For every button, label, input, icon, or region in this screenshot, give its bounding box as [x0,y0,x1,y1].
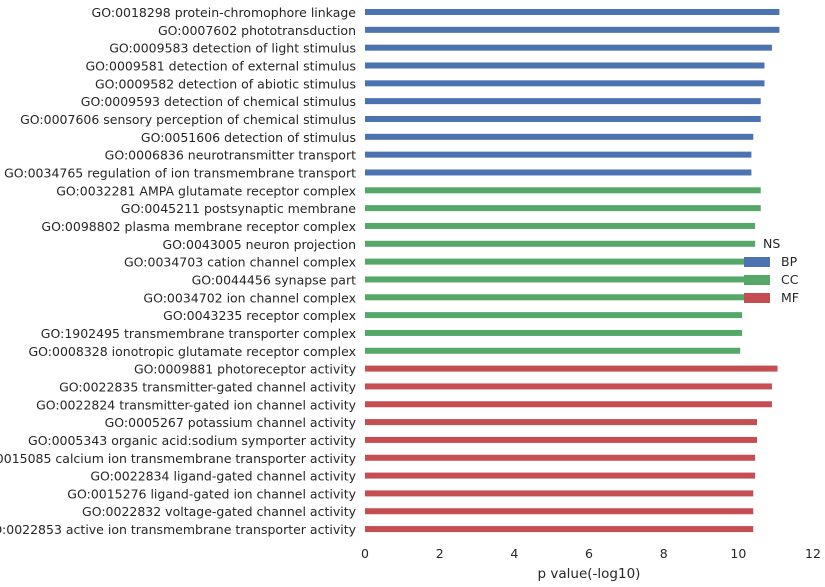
bar [365,151,752,158]
category-label: GO:0007606 sensory perception of chemica… [20,112,356,127]
bar [365,472,756,479]
legend-label: MF [781,290,799,305]
bar [365,276,754,283]
x-tick-label: 10 [730,546,746,561]
category-label: GO:0005267 potassium channel activity [105,415,357,430]
bar [365,44,772,51]
category-label: GO:0044456 synapse part [192,272,356,287]
bar [365,169,752,176]
x-tick-label: 8 [660,546,668,561]
x-tick-label: 2 [436,546,444,561]
bar [365,347,741,354]
bar [365,526,754,533]
category-label: GO:1902495 transmembrane transporter com… [41,326,356,341]
category-label: GO:0045211 postsynaptic membrane [121,201,357,216]
bar [365,436,757,443]
x-axis-title: p value(-log10) [538,566,641,582]
bar [365,401,772,408]
category-label: GO:0005343 organic acid:sodium symporter… [28,433,357,448]
category-label: GO:0098802 plasma membrane receptor comp… [41,219,356,234]
bar [365,62,765,69]
legend-label: BP [781,254,798,269]
bar [365,80,765,87]
category-label: GO:0006836 neurotransmitter transport [105,148,356,163]
category-label: GO:0022824 transmitter-gated ion channel… [36,397,357,412]
bar [365,383,772,390]
legend-swatch [744,275,770,285]
bar [365,454,756,461]
legend: NS BP CC MF [744,236,799,305]
category-label: GO:0022853 active ion transmembrane tran… [0,522,357,537]
category-label: GO:0034765 regulation of ion transmembra… [4,165,356,180]
bar [365,205,761,212]
category-label: GO:0009581 detection of external stimulu… [86,58,357,73]
category-label: GO:0009583 detection of light stimulus [109,41,356,56]
bar [365,9,780,15]
category-label: GO:0009881 photoreceptor activity [134,362,357,377]
category-label: GO:0007602 phototransduction [158,23,356,38]
bar [365,258,754,265]
category-label: GO:0022832 voltage-gated channel activit… [82,504,357,519]
legend-swatch [744,257,770,267]
bar [365,312,743,319]
x-tick-label: 6 [585,546,593,561]
category-label: GO:0022835 transmitter-gated channel act… [59,379,356,394]
category-label: GO:0043005 neuron projection [162,237,356,252]
category-label: GO:0009582 detection of abiotic stimulus [95,76,356,91]
legend-title: NS [763,236,780,251]
bar [365,329,743,336]
bar [365,115,761,122]
bar [365,490,754,497]
bar [365,365,778,372]
bar [365,26,780,33]
x-tick-labels: 0 2 4 6 8 10 12 [361,546,821,561]
category-label: GO:0015085 calcium ion transmembrane tra… [0,451,357,466]
bars-layer [365,9,780,533]
category-labels: GO:0018298 protein-chromophore linkage GO… [0,5,357,537]
bar [365,133,754,140]
bar [365,98,761,105]
legend-label: CC [781,272,799,287]
legend-swatch [744,293,770,303]
category-label: GO:0018298 protein-chromophore linkage [92,5,357,20]
category-label: GO:0009593 detection of chemical stimulu… [81,94,356,109]
category-label: GO:0015276 ligand-gated ion channel acti… [67,486,356,501]
bar [365,419,757,426]
bar [365,508,754,515]
category-label: GO:0034703 cation channel complex [124,255,356,270]
category-label: GO:0032281 AMPA glutamate receptor compl… [56,183,356,198]
category-label: GO:0043235 receptor complex [163,308,356,323]
bar [365,222,756,229]
category-label: GO:0022834 ligand-gated channel activity [90,469,356,484]
category-label: GO:0051606 detection of stimulus [141,130,356,145]
x-tick-label: 12 [805,546,821,561]
bar [365,294,746,301]
x-tick-label: 0 [361,546,369,561]
category-label: GO:0008328 ionotropic glutamate receptor… [29,344,357,359]
x-tick-label: 4 [510,546,518,561]
category-label: GO:0034702 ion channel complex [143,290,356,305]
bar [365,240,756,247]
bar [365,187,761,194]
